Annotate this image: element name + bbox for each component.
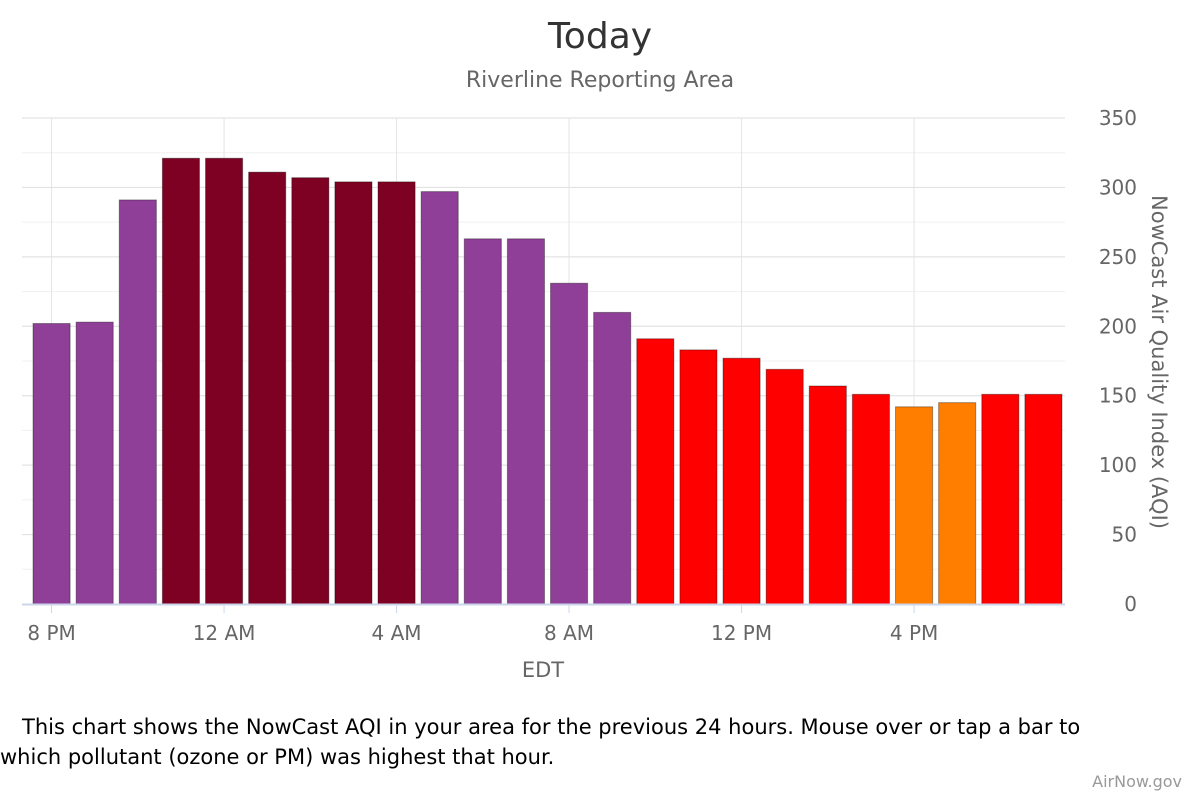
aqi-bar[interactable] [722,357,761,605]
y-tick-label: 250 [1099,245,1137,269]
aqi-bar[interactable] [75,321,114,605]
caption-line-2: which pollutant (ozone or PM) was highes… [0,745,555,769]
aqi-bar[interactable] [334,181,373,605]
aqi-bar[interactable] [593,311,632,605]
y-tick-label: 50 [1112,523,1137,547]
aqi-bar[interactable] [895,406,934,605]
y-tick-label: 300 [1099,175,1137,199]
y-tick-label: 0 [1124,592,1137,616]
aqi-bar[interactable] [550,282,589,605]
aqi-bar[interactable] [765,368,804,605]
axis-layer: 8 PM 12 AM 4 AM 8 AM 12 PM 4 PM 0 50 100 150 200 25… [22,106,1137,645]
aqi-bar[interactable] [636,338,675,605]
aqi-bar[interactable] [851,393,890,605]
aqi-bar[interactable] [981,393,1020,605]
x-tick-label: 12 AM [193,621,256,645]
aqi-bar[interactable] [377,181,416,605]
aqi-bar[interactable] [938,402,977,605]
y-tick-label: 200 [1099,314,1137,338]
bar-layer [32,157,1063,605]
x-tick-label: 12 PM [711,621,772,645]
y-tick-label: 350 [1099,106,1137,130]
aqi-bar[interactable] [1024,393,1063,605]
aqi-bar[interactable] [161,157,200,605]
x-tick-label: 4 PM [890,621,938,645]
aqi-bar[interactable] [679,349,718,605]
x-tick-label: 8 AM [544,621,594,645]
x-axis-title: EDT [522,658,564,682]
aqi-bar[interactable] [808,385,847,605]
caption-line-1: This chart shows the NowCast AQI in your… [22,715,1081,739]
aqi-bar[interactable] [205,157,244,605]
aqi-bar[interactable] [32,323,71,605]
chart-title: Today [547,16,652,57]
y-axis-title: NowCast Air Quality Index (AQI) [1147,195,1171,529]
aqi-bar[interactable] [420,191,459,605]
aqi-bar[interactable] [291,177,330,605]
chart-caption: This chart shows the NowCast AQI in your… [0,712,1200,772]
aqi-bar[interactable] [118,199,157,605]
x-tick-label: 8 PM [27,621,75,645]
y-tick-label: 100 [1099,453,1137,477]
aqi-bar[interactable] [248,171,287,605]
y-tick-label: 150 [1099,384,1137,408]
chart-subtitle: Riverline Reporting Area [466,68,734,93]
credit-link[interactable]: AirNow.gov [1092,772,1182,791]
x-tick-label: 4 AM [372,621,422,645]
aqi-bar[interactable] [506,238,545,605]
aqi-bar[interactable] [463,238,502,605]
aqi-bar-chart: Today Riverline Reporting Area 8 PM 12 AM… [22,16,1171,682]
